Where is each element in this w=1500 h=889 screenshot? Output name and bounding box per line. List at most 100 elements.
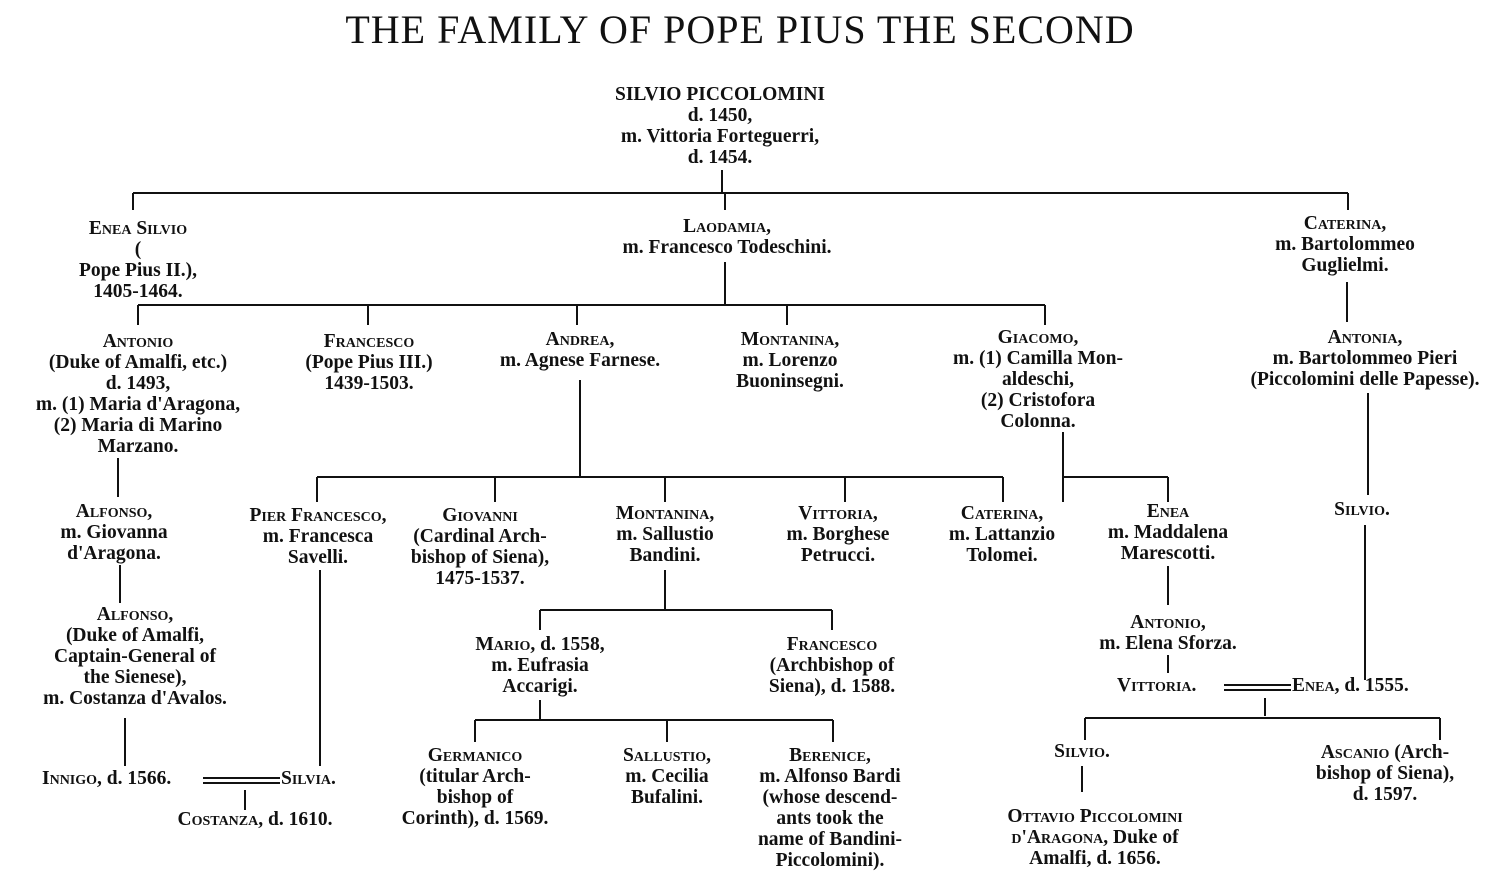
person-name: Pier Francesco xyxy=(249,505,382,526)
name-suffix: , d. 1610. xyxy=(258,809,333,830)
person-francesco2: Francesco (Archbishop of Siena), d. 1588. xyxy=(769,634,895,697)
spouse-right: Enea, d. 1555. xyxy=(1292,675,1409,696)
name-line: Caterina, xyxy=(949,503,1055,524)
name-line: Andrea, xyxy=(500,329,660,350)
line-text: Marescotti. xyxy=(1120,543,1216,564)
person-name: Laodamia xyxy=(683,216,767,237)
name-line: Laodamia, xyxy=(622,216,831,237)
line-text: (2) Cristofora xyxy=(980,390,1096,411)
person-enea2: Enea m. Maddalena Marescotti. xyxy=(1108,501,1228,564)
line-text: Guglielmi. xyxy=(1301,255,1389,276)
person-name: Montanina xyxy=(740,329,835,350)
person-costanza: Costanza, d. 1610. xyxy=(178,809,333,830)
line-text: d. 1493, xyxy=(105,373,171,394)
line-text: m. Alfonso Bardi xyxy=(759,766,901,787)
name-line: SILVIO PICCOLOMINI xyxy=(615,84,825,105)
name-line: Francesco xyxy=(305,331,432,352)
person-name: Montanina xyxy=(615,503,710,524)
person-name: Francesco xyxy=(323,331,415,352)
person-antonio1: Antonio (Duke of Amalfi, etc.) d. 1493, m. … xyxy=(36,331,240,457)
line-text: Savelli. xyxy=(287,547,349,568)
line-text: m. Lattanzio xyxy=(948,524,1056,545)
person-name: SILVIO PICCOLOMINI xyxy=(614,84,826,105)
line-text: 1475-1537. xyxy=(435,568,525,589)
person-vittoria1: Vittoria, m. Borghese Petrucci. xyxy=(787,503,890,566)
name-line: d'Aragona, Duke of xyxy=(1007,827,1182,848)
person-germanico: Germanico (titular Arch-bishop of Corinth)… xyxy=(402,745,549,829)
name-suffix: , Duke of xyxy=(1103,827,1179,848)
person-alfonso1: Alfonso, m. Giovanna d'Aragona. xyxy=(60,501,167,564)
line-text: ants took the xyxy=(776,808,884,829)
name-line: Caterina, xyxy=(1275,213,1415,234)
name-suffix: . xyxy=(1384,499,1390,520)
line-text: m. Costanza d'Avalos. xyxy=(43,688,227,709)
line-text: bishop of xyxy=(436,787,514,808)
person-name: Sallustio xyxy=(622,745,707,766)
line-text: (Duke of Amalfi, xyxy=(65,625,205,646)
person-caterina2: Caterina, m. Lattanzio Tolomei. xyxy=(949,503,1055,566)
name-suffix: , xyxy=(865,745,871,766)
line-text: d. 1454. xyxy=(687,147,753,168)
line-text: m. Elena Sforza. xyxy=(1099,633,1237,654)
person-laodamia: Laodamia, m. Francesco Todeschini. xyxy=(622,216,831,258)
line-text: bishop of Siena), xyxy=(1315,763,1455,784)
name-line: Enea Silvio xyxy=(79,218,197,239)
spouse-left: Innigo, d. 1566. xyxy=(42,768,171,789)
line-text: (Pope Pius III.) xyxy=(305,352,433,373)
person-silvio2: Silvio. xyxy=(1334,499,1390,520)
name-suffix: . xyxy=(331,768,336,789)
person-alfonso2: Alfonso, (Duke of Amalfi, Captain-General … xyxy=(43,604,227,709)
line-text: name of Bandini- xyxy=(757,829,903,850)
person-name: Giacomo xyxy=(997,327,1074,348)
person-name: Enea Silvio xyxy=(88,218,188,239)
name-line: Montanina, xyxy=(736,329,844,350)
name-line: Enea, d. 1555. xyxy=(1292,675,1409,696)
name-line: Germanico xyxy=(402,745,549,766)
name-line: Ascanio (Arch- xyxy=(1316,742,1454,763)
line-text: m. Maddalena xyxy=(1107,522,1229,543)
person-name: Francesco xyxy=(786,634,878,655)
name-line: Alfonso, xyxy=(60,501,167,522)
person-name: Caterina xyxy=(960,503,1039,524)
line-text: d'Aragona. xyxy=(67,543,161,564)
line-text: m. Borghese xyxy=(786,524,890,545)
person-name: Enea xyxy=(1292,675,1335,696)
person-name: Antonia xyxy=(1327,327,1398,348)
person-name: d'Aragona xyxy=(1011,827,1104,848)
name-line: Antonia, xyxy=(1250,327,1479,348)
line-text: (titular Arch- xyxy=(419,766,531,787)
line-text: Tolomei. xyxy=(966,545,1038,566)
line-text: Marzano. xyxy=(97,436,179,457)
line-text: (whose descend- xyxy=(762,787,898,808)
person-giacomo: Giacomo, m. (1) Camilla Mon-aldeschi, (2) … xyxy=(953,327,1123,432)
line-text: (Cardinal Arch- xyxy=(413,526,547,547)
line-text: bishop of Siena), xyxy=(410,547,550,568)
name-suffix: , xyxy=(766,216,771,237)
name-line: Silvio. xyxy=(1054,741,1110,762)
line-text: m. Sallustio xyxy=(616,524,714,545)
line-text: (Duke of Amalfi, etc.) xyxy=(48,352,228,373)
name-line: Pier Francesco, xyxy=(249,505,386,526)
line-text: Corinth), d. 1569. xyxy=(401,808,549,829)
line-text: Bandini. xyxy=(629,545,701,566)
name-suffix: (Arch- xyxy=(1389,742,1450,763)
line-text: Captain-General of xyxy=(54,646,216,667)
person-antonia: Antonia, m. Bartolommeo Pieri (Piccolomini… xyxy=(1250,327,1479,390)
name-line: Antonio, xyxy=(1099,612,1237,633)
name-suffix: , xyxy=(1381,213,1387,234)
line-text: Siena), d. 1588. xyxy=(768,676,896,697)
name-suffix: , xyxy=(168,604,174,625)
person-pier-francesco: Pier Francesco, m. Francesca Savelli. xyxy=(249,505,386,568)
person-giovanni: Giovanni (Cardinal Arch-bishop of Siena),… xyxy=(411,505,549,589)
person-name: Ottavio Piccolomini xyxy=(1007,806,1183,827)
name-suffix: . xyxy=(1104,741,1110,762)
name-suffix: , xyxy=(609,329,615,350)
name-suffix: , xyxy=(872,503,878,524)
person-name: Mario xyxy=(475,634,531,655)
name-line: ( xyxy=(79,239,197,260)
line-text: 1439-1503. xyxy=(324,373,414,394)
name-line: Ottavio Piccolomini xyxy=(1007,806,1182,827)
line-text: Pope Pius II.), xyxy=(78,260,198,281)
name-suffix: , d. 1555. xyxy=(1334,675,1409,696)
